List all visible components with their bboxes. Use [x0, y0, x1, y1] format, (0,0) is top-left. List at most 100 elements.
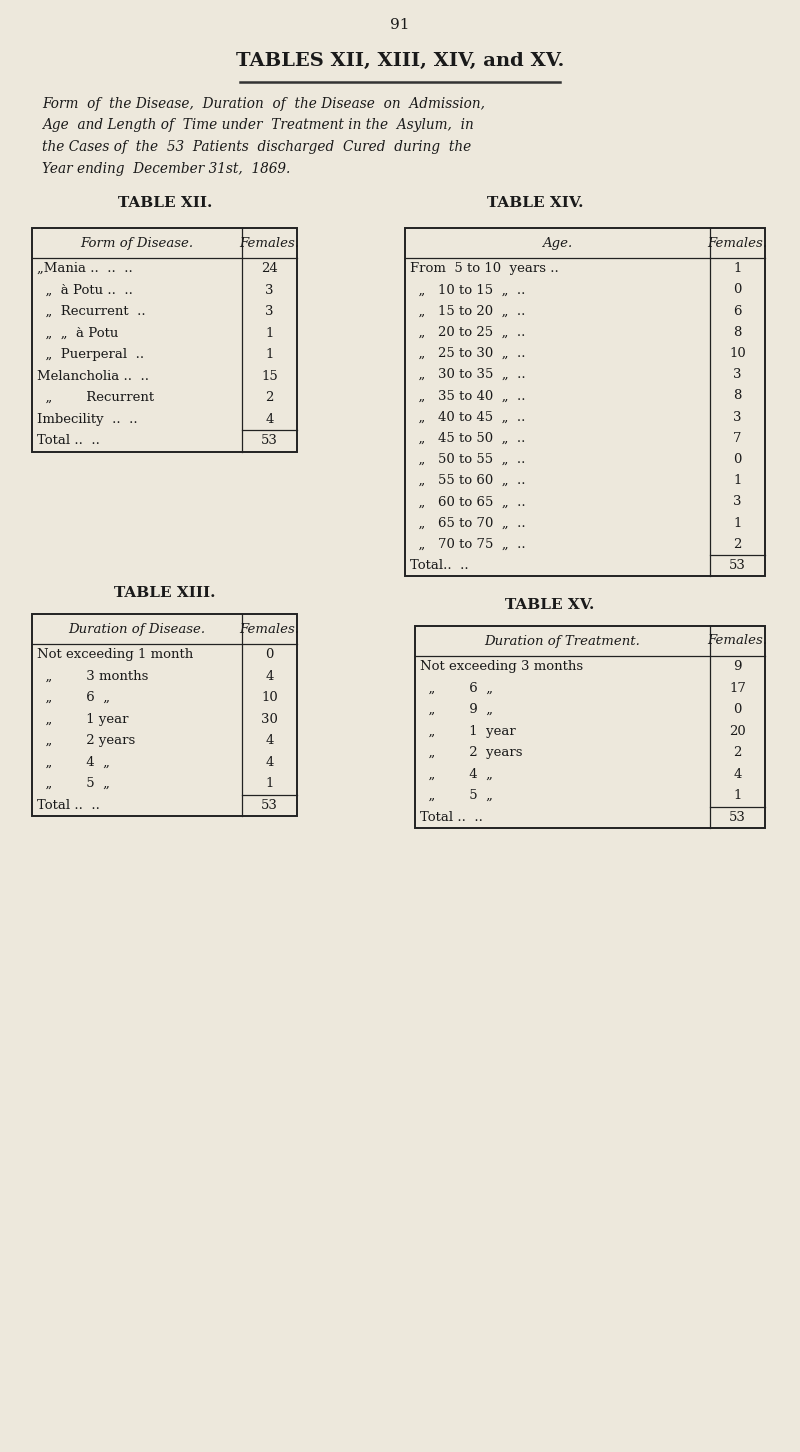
- Text: 4: 4: [266, 669, 274, 682]
- Text: „        4  „: „ 4 „: [420, 768, 493, 781]
- Text: 0: 0: [734, 283, 742, 296]
- Text: „   65 to 70  „  ..: „ 65 to 70 „ ..: [410, 517, 526, 530]
- Text: „   20 to 25  „  ..: „ 20 to 25 „ ..: [410, 325, 526, 338]
- Text: 0: 0: [266, 648, 274, 661]
- Text: 1: 1: [734, 790, 742, 803]
- Text: Form  of  the Disease,  Duration  of  the Disease  on  Admission,: Form of the Disease, Duration of the Dis…: [42, 97, 485, 110]
- Text: Not exceeding 1 month: Not exceeding 1 month: [37, 648, 194, 661]
- Text: 17: 17: [729, 682, 746, 694]
- Text: TABLES XII, XIII, XIV, and XV.: TABLES XII, XIII, XIV, and XV.: [236, 52, 564, 70]
- Text: 3: 3: [734, 495, 742, 508]
- Text: „   35 to 40  „  ..: „ 35 to 40 „ ..: [410, 389, 526, 402]
- Text: „   10 to 15  „  ..: „ 10 to 15 „ ..: [410, 283, 526, 296]
- Text: the Cases of  the  53  Patients  discharged  Cured  during  the: the Cases of the 53 Patients discharged …: [42, 139, 471, 154]
- Text: „        6  „: „ 6 „: [37, 691, 110, 704]
- Text: 0: 0: [734, 703, 742, 716]
- Text: 1: 1: [266, 327, 274, 340]
- Text: „   60 to 65  „  ..: „ 60 to 65 „ ..: [410, 495, 526, 508]
- Text: 0: 0: [734, 453, 742, 466]
- Text: „        6  „: „ 6 „: [420, 682, 493, 694]
- Text: 10: 10: [261, 691, 278, 704]
- Text: „        9  „: „ 9 „: [420, 703, 493, 716]
- Text: 1: 1: [266, 777, 274, 790]
- Text: Age  and Length of  Time under  Treatment in the  Asylum,  in: Age and Length of Time under Treatment i…: [42, 119, 474, 132]
- Text: „        5  „: „ 5 „: [37, 777, 110, 790]
- Text: 7: 7: [734, 431, 742, 444]
- Text: Not exceeding 3 months: Not exceeding 3 months: [420, 661, 583, 674]
- Text: Females.: Females.: [707, 635, 767, 648]
- Text: „        1  year: „ 1 year: [420, 725, 516, 738]
- Text: Year ending  December 31st,  1869.: Year ending December 31st, 1869.: [42, 161, 290, 176]
- Text: „        1 year: „ 1 year: [37, 713, 129, 726]
- Bar: [32, 614, 297, 816]
- Text: „        4  „: „ 4 „: [37, 755, 110, 768]
- Text: „  „  à Potu: „ „ à Potu: [37, 327, 118, 340]
- Text: „  à Potu ..  ..: „ à Potu .. ..: [37, 283, 133, 296]
- Text: „Mania ..  ..  ..: „Mania .. .. ..: [37, 263, 133, 276]
- Text: 4: 4: [734, 768, 742, 781]
- Text: „   50 to 55  „  ..: „ 50 to 55 „ ..: [410, 453, 526, 466]
- Text: „        2 years: „ 2 years: [37, 735, 135, 748]
- Text: „   30 to 35  „  ..: „ 30 to 35 „ ..: [410, 369, 526, 380]
- Text: „        3 months: „ 3 months: [37, 669, 148, 682]
- Text: 2: 2: [266, 391, 274, 404]
- Text: 53: 53: [729, 810, 746, 823]
- Text: 3: 3: [266, 305, 274, 318]
- Text: „   55 to 60  „  ..: „ 55 to 60 „ ..: [410, 475, 526, 486]
- Text: 3: 3: [734, 411, 742, 424]
- Text: 4: 4: [266, 412, 274, 425]
- Text: TABLE XII.: TABLE XII.: [118, 196, 212, 211]
- Text: 20: 20: [729, 725, 746, 738]
- Text: TABLE XIV.: TABLE XIV.: [486, 196, 583, 211]
- Text: 53: 53: [261, 434, 278, 447]
- Bar: [405, 228, 765, 576]
- Text: Total ..  ..: Total .. ..: [37, 799, 100, 812]
- Text: 3: 3: [266, 283, 274, 296]
- Text: 53: 53: [261, 799, 278, 812]
- Text: 8: 8: [734, 389, 742, 402]
- Bar: [415, 626, 765, 828]
- Text: 1: 1: [734, 263, 742, 274]
- Text: 30: 30: [261, 713, 278, 726]
- Text: TABLE XV.: TABLE XV.: [506, 598, 594, 611]
- Text: „   40 to 45  „  ..: „ 40 to 45 „ ..: [410, 411, 526, 424]
- Text: 8: 8: [734, 325, 742, 338]
- Text: Females.: Females.: [239, 623, 299, 636]
- Text: 6: 6: [734, 305, 742, 318]
- Text: 10: 10: [729, 347, 746, 360]
- Text: Duration of Treatment.: Duration of Treatment.: [485, 635, 641, 648]
- Text: Form of Disease.: Form of Disease.: [81, 237, 194, 250]
- Text: 9: 9: [734, 661, 742, 674]
- Text: Melancholia ..  ..: Melancholia .. ..: [37, 370, 149, 383]
- Text: TABLE XIII.: TABLE XIII.: [114, 587, 216, 600]
- Text: 4: 4: [266, 735, 274, 748]
- Text: From  5 to 10  years ..: From 5 to 10 years ..: [410, 263, 558, 274]
- Text: 4: 4: [266, 755, 274, 768]
- Text: Total..  ..: Total.. ..: [410, 559, 469, 572]
- Text: Imbecility  ..  ..: Imbecility .. ..: [37, 412, 138, 425]
- Text: 1: 1: [266, 348, 274, 362]
- Text: Age.: Age.: [542, 237, 573, 250]
- Text: 3: 3: [734, 369, 742, 380]
- Text: Females.: Females.: [239, 237, 299, 250]
- Text: 53: 53: [729, 559, 746, 572]
- Text: 1: 1: [734, 475, 742, 486]
- Text: 1: 1: [734, 517, 742, 530]
- Text: Duration of Disease.: Duration of Disease.: [69, 623, 206, 636]
- Text: „        Recurrent: „ Recurrent: [37, 391, 154, 404]
- Text: „        2  years: „ 2 years: [420, 746, 522, 759]
- Text: „   70 to 75  „  ..: „ 70 to 75 „ ..: [410, 537, 526, 550]
- Text: „  Recurrent  ..: „ Recurrent ..: [37, 305, 146, 318]
- Text: 2: 2: [734, 746, 742, 759]
- Text: Total ..  ..: Total .. ..: [37, 434, 100, 447]
- Text: 91: 91: [390, 17, 410, 32]
- Text: „   15 to 20  „  ..: „ 15 to 20 „ ..: [410, 305, 526, 318]
- Text: 2: 2: [734, 537, 742, 550]
- Text: „  Puerperal  ..: „ Puerperal ..: [37, 348, 144, 362]
- Text: „   45 to 50  „  ..: „ 45 to 50 „ ..: [410, 431, 526, 444]
- Text: 15: 15: [261, 370, 278, 383]
- Text: „   25 to 30  „  ..: „ 25 to 30 „ ..: [410, 347, 526, 360]
- Text: „        5  „: „ 5 „: [420, 790, 493, 803]
- Text: Total ..  ..: Total .. ..: [420, 810, 483, 823]
- Bar: [32, 228, 297, 452]
